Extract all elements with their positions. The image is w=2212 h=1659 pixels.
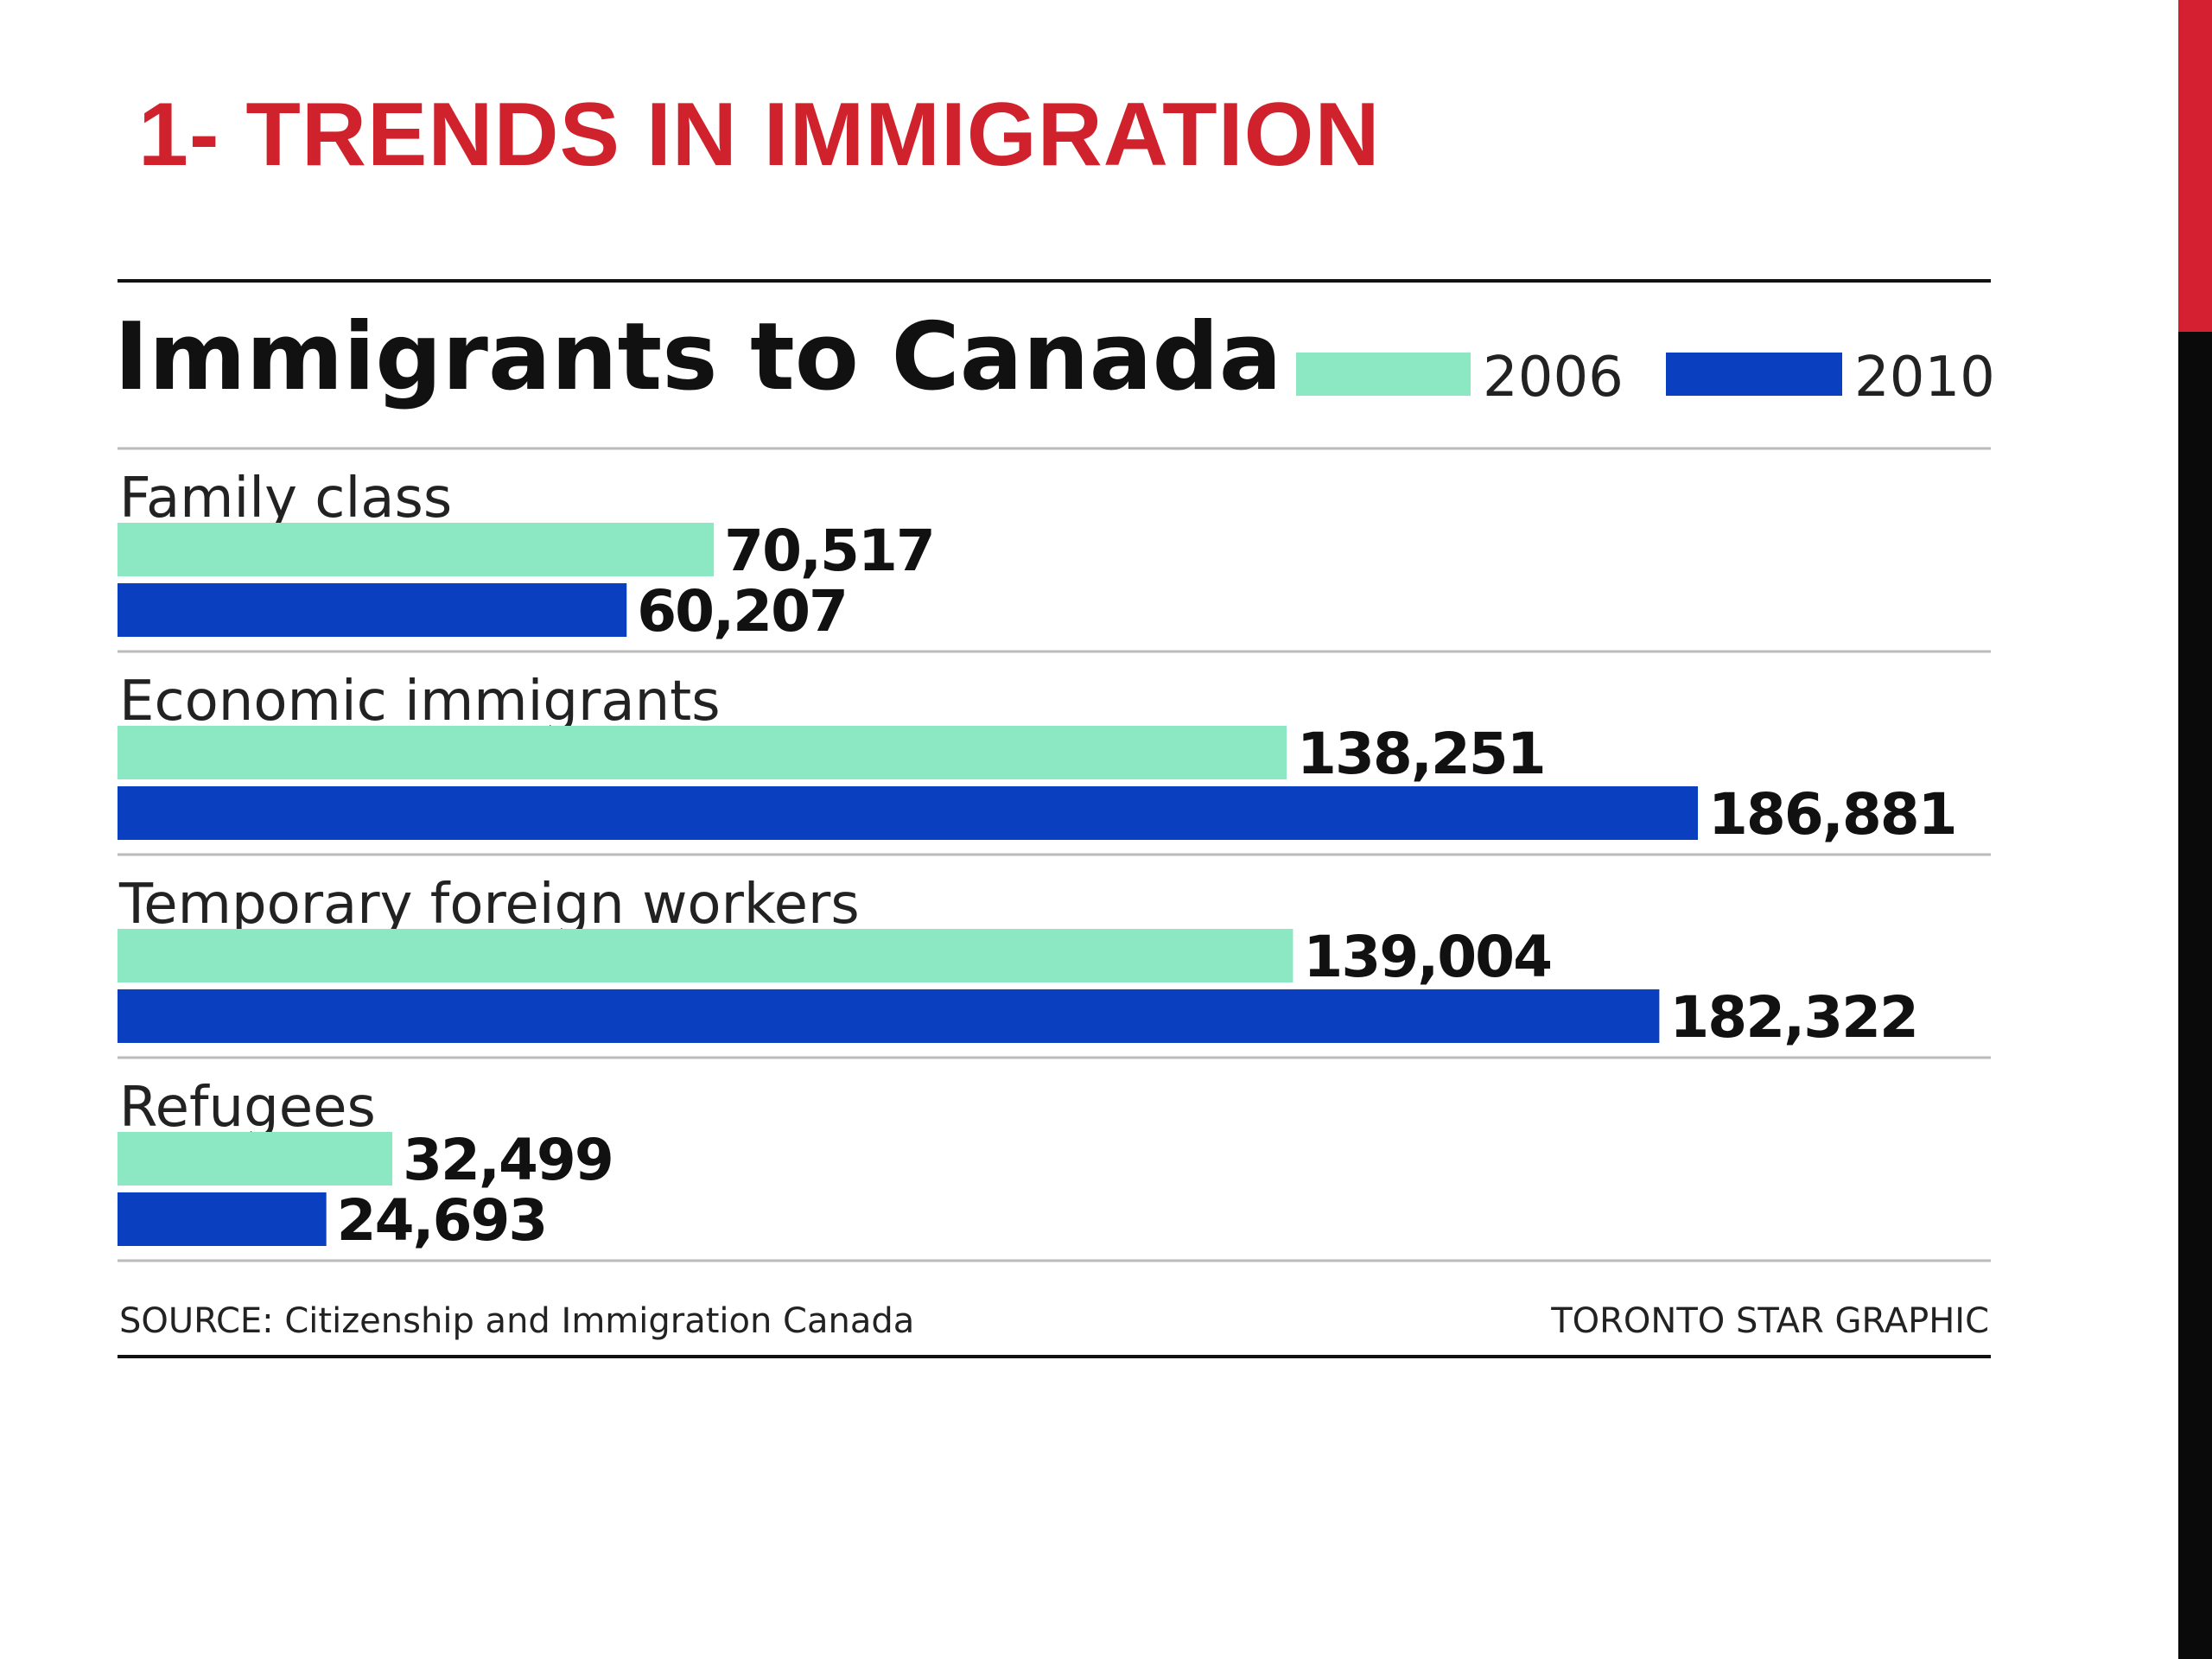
value-label-temporary-foreign-workers-2006: 139,004 (1303, 924, 1551, 990)
bar-family-class-2010 (118, 583, 627, 637)
bar-refugees-2010 (118, 1192, 327, 1246)
source-note: SOURCE: Citizenship and Immigration Cana… (119, 1301, 914, 1341)
bar-temporary-foreign-workers-2006 (118, 929, 1294, 982)
value-label-refugees-2010: 24,693 (337, 1187, 547, 1254)
legend-label-2006: 2006 (1483, 346, 1624, 410)
legend-label-2010: 2010 (1854, 346, 1995, 410)
legend-swatch-2010 (1666, 353, 1842, 396)
category-label-temporary-foreign-workers: Temporary foreign workers (118, 873, 860, 937)
value-label-temporary-foreign-workers-2010: 182,322 (1669, 984, 1917, 1051)
category-label-economic-immigrants: Economic immigrants (119, 670, 721, 734)
value-label-refugees-2006: 32,499 (403, 1127, 613, 1193)
category-label-family-class: Family class (119, 467, 452, 531)
bar-temporary-foreign-workers-2010 (118, 989, 1660, 1043)
accent-bar-red (2178, 0, 2212, 332)
bar-refugees-2006 (118, 1132, 393, 1185)
accent-bar-black (2178, 332, 2212, 1659)
bar-economic-immigrants-2010 (118, 786, 1698, 840)
bar-economic-immigrants-2006 (118, 726, 1287, 779)
category-label-refugees: Refugees (119, 1076, 376, 1140)
value-label-family-class-2010: 60,207 (637, 578, 847, 645)
chart-title: Immigrants to Canada (114, 303, 1282, 411)
value-label-economic-immigrants-2010: 186,881 (1708, 781, 1956, 848)
slide-title: 1- TRENDS IN IMMIGRATION (138, 85, 1381, 185)
value-label-family-class-2006: 70,517 (724, 518, 934, 584)
value-label-economic-immigrants-2006: 138,251 (1297, 721, 1545, 787)
credit-note: TORONTO STAR GRAPHIC (1550, 1301, 1989, 1341)
bar-family-class-2006 (118, 523, 715, 576)
legend-swatch-2006 (1296, 353, 1471, 396)
